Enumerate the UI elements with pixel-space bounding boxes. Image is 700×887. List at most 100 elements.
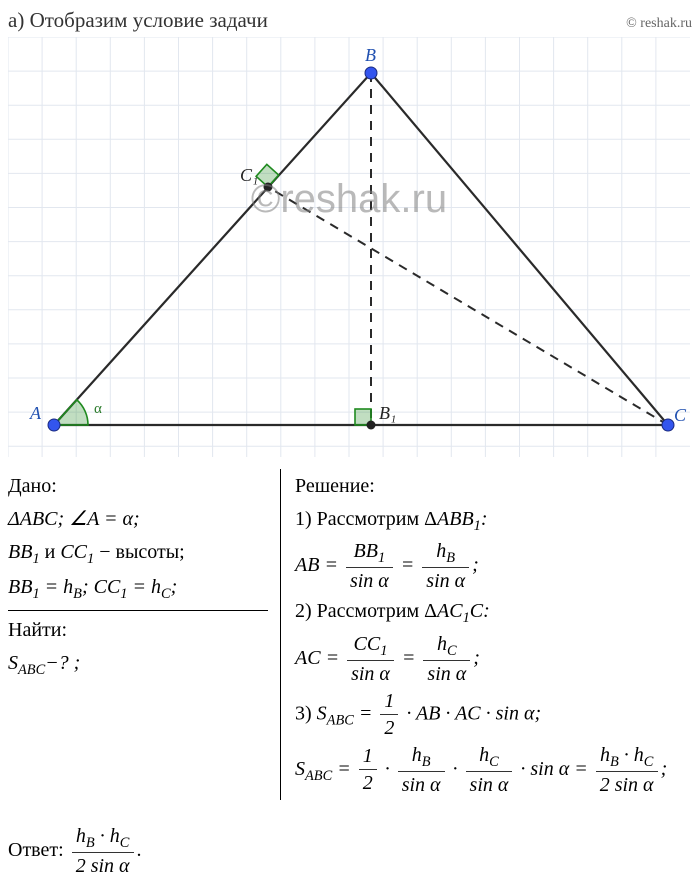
t: 2 xyxy=(380,715,398,741)
step-1: 1) Рассмотрим ΔABB1: xyxy=(295,504,692,537)
t: sin α xyxy=(346,568,393,594)
t: ; xyxy=(472,554,479,576)
t: 2 xyxy=(359,770,377,796)
t: ABC xyxy=(305,768,332,784)
t: C xyxy=(161,586,171,602)
given-heading: Дано: xyxy=(8,471,268,502)
svg-text:B: B xyxy=(365,45,376,65)
t: B xyxy=(422,754,431,770)
t: 3) xyxy=(295,702,317,724)
t: Δ xyxy=(8,508,20,530)
diagram-container: ABCB₁C₁α ©reshak.ru xyxy=(8,37,690,457)
t: h xyxy=(600,744,610,766)
t: 1 xyxy=(380,643,387,659)
left-divider xyxy=(8,610,268,611)
t: AC xyxy=(295,647,321,669)
t: BB xyxy=(8,541,32,563)
t: ; xyxy=(661,758,668,780)
t: ABC xyxy=(18,662,45,678)
t: C xyxy=(470,600,483,622)
t: A xyxy=(87,508,99,530)
t: и xyxy=(40,541,61,563)
t: h xyxy=(412,744,422,766)
t: 1) Рассмотрим Δ xyxy=(295,508,437,530)
t: 1 xyxy=(380,689,398,715)
given-line-1: ΔABC; ∠A = α; xyxy=(8,504,268,535)
t: BB xyxy=(354,540,378,562)
left-column: Дано: ΔABC; ∠A = α; BB1 и CC1 − высоты; … xyxy=(8,469,281,800)
t: S xyxy=(295,758,305,780)
t: 1 xyxy=(463,610,470,626)
svg-text:B₁: B₁ xyxy=(379,403,396,423)
t: h xyxy=(479,744,489,766)
triangle-diagram: A B C B₁ C₁ α xyxy=(8,37,690,457)
section-title: а) Отобразим условие задачи xyxy=(8,8,268,33)
t: = xyxy=(332,758,356,780)
t: B xyxy=(73,586,82,602)
t: · xyxy=(380,758,395,780)
t: S xyxy=(317,702,327,724)
t: − высоты; xyxy=(94,541,185,563)
t: 1 xyxy=(32,586,39,602)
t: 1 xyxy=(474,518,481,534)
t: 1 xyxy=(378,550,385,566)
t: · sin α = xyxy=(515,758,592,780)
t: 1 xyxy=(32,551,39,567)
svg-text:C₁: C₁ xyxy=(240,165,258,185)
two-column-layout: Дано: ΔABC; ∠A = α; BB1 и CC1 − высоты; … xyxy=(8,469,692,800)
t: · AB · AC · sin α; xyxy=(401,702,541,724)
eq-ac: AC = CC1sin α = hCsin α; xyxy=(295,632,692,687)
step-3: 3) SABC = 12 · AB · AC · sin α; xyxy=(295,689,692,741)
t: ABB xyxy=(437,508,474,530)
t: 1 xyxy=(359,744,377,770)
t: = xyxy=(319,554,343,576)
find-heading: Найти: xyxy=(8,615,268,646)
t: h xyxy=(436,540,446,562)
t: C xyxy=(489,754,499,770)
t: C xyxy=(120,835,130,851)
right-column: Решение: 1) Рассмотрим ΔABB1: AB = BB1si… xyxy=(281,469,692,800)
copyright-top: © reshak.ru xyxy=(626,16,692,32)
t: sin α xyxy=(422,568,469,594)
t: CC xyxy=(94,576,121,598)
t: ; ∠ xyxy=(58,508,88,530)
t: B xyxy=(610,754,619,770)
t: = α; xyxy=(99,508,140,530)
t: = h xyxy=(128,576,162,598)
t: = h xyxy=(40,576,74,598)
t: ABC xyxy=(327,712,354,728)
step-2: 2) Рассмотрим ΔAC1C: xyxy=(295,596,692,629)
t: sin α xyxy=(466,772,513,798)
t: CC xyxy=(354,633,381,655)
t: · xyxy=(448,758,463,780)
t: 2 sin α xyxy=(596,772,658,798)
t: CC xyxy=(60,541,87,563)
t: 2 sin α xyxy=(72,853,134,879)
t: BB xyxy=(8,576,32,598)
t: −? ; xyxy=(45,652,80,674)
t: = xyxy=(354,702,378,724)
t: h xyxy=(437,633,447,655)
t: sin α xyxy=(423,661,470,687)
t: · h xyxy=(95,825,120,847)
t: B xyxy=(446,550,455,566)
t: B xyxy=(86,835,95,851)
t: AB xyxy=(295,554,319,576)
t: = xyxy=(321,647,345,669)
t: 1 xyxy=(120,586,127,602)
t: h xyxy=(76,825,86,847)
t: ; xyxy=(82,576,94,598)
t: 2) Рассмотрим Δ xyxy=(295,600,437,622)
answer-label: Ответ: xyxy=(8,839,69,861)
svg-text:α: α xyxy=(94,401,102,417)
given-line-3: BB1 = hB; CC1 = hC; xyxy=(8,572,268,605)
t: . xyxy=(137,839,142,861)
svg-text:A: A xyxy=(29,403,42,423)
svg-text:C: C xyxy=(674,405,687,425)
t: = xyxy=(402,647,421,669)
t: ; xyxy=(171,576,178,598)
t: sin α xyxy=(347,661,394,687)
t: S xyxy=(8,652,18,674)
step-4: SABC = 12 · hBsin α · hCsin α · sin α = … xyxy=(295,743,692,798)
find-line: SABC−? ; xyxy=(8,648,268,681)
